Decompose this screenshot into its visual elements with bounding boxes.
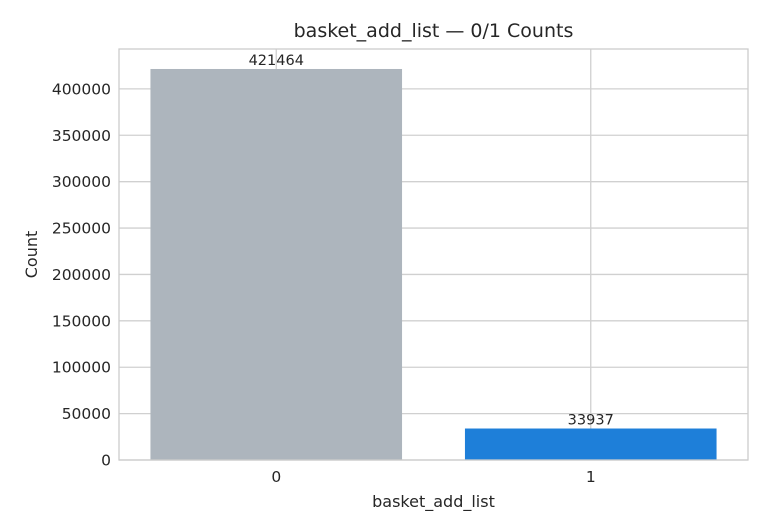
y-tick-label: 100000 xyxy=(52,359,111,377)
bars xyxy=(150,68,717,461)
x-axis-label: basket_add_list xyxy=(372,492,495,512)
tick-labels: 0 50000 100000 150000 200000 250000 300000 3500… xyxy=(52,80,596,486)
bar-value-label: 33937 xyxy=(568,413,614,429)
data-labels: 421464 33937 xyxy=(249,53,614,429)
y-tick-label: 350000 xyxy=(52,127,111,145)
x-tick-label: 1 xyxy=(586,468,596,486)
y-tick-label: 200000 xyxy=(52,266,111,284)
y-tick-label: 250000 xyxy=(52,220,111,238)
chart-title: basket_add_list — 0/1 Counts xyxy=(294,20,574,42)
y-tick-label: 50000 xyxy=(62,405,111,423)
plot-frame xyxy=(118,48,749,461)
y-tick-label: 300000 xyxy=(52,173,111,191)
bar-value-label: 421464 xyxy=(249,53,304,69)
y-tick-label: 0 xyxy=(101,452,111,470)
x-tick-label: 0 xyxy=(271,468,281,486)
y-tick-label: 150000 xyxy=(52,312,111,330)
y-axis-label: Count xyxy=(22,231,41,279)
bar-1 xyxy=(464,428,717,460)
y-tick-label: 400000 xyxy=(52,80,111,98)
bar-0 xyxy=(150,68,403,461)
